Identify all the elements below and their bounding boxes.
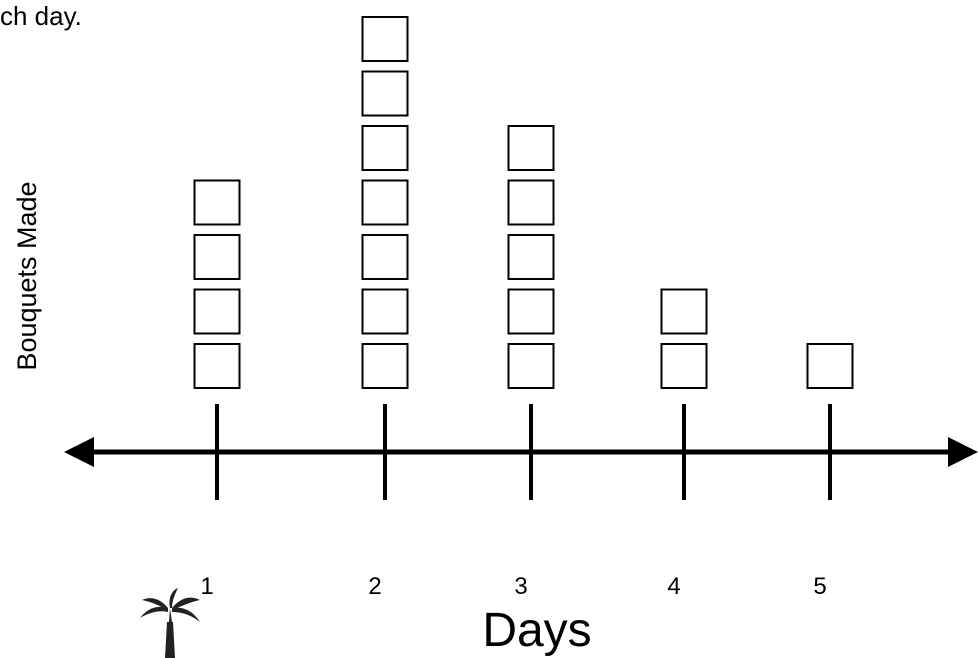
- tick-label: 2: [368, 573, 381, 600]
- data-mark-square: [507, 125, 555, 171]
- number-line: [64, 437, 978, 467]
- y-axis-label: Bouquets Made: [12, 181, 42, 370]
- data-mark-square: [507, 343, 555, 389]
- tick-label: 1: [200, 573, 213, 600]
- data-mark-square: [361, 343, 409, 389]
- data-mark-square: [660, 288, 708, 335]
- data-mark-square: [806, 343, 854, 389]
- data-mark-square: [193, 343, 241, 389]
- tick-label: 5: [813, 573, 826, 600]
- data-mark-square: [507, 234, 555, 280]
- data-mark-square: [507, 179, 555, 226]
- data-marks: [193, 16, 854, 389]
- data-mark-square: [660, 343, 708, 389]
- data-mark-square: [193, 234, 241, 280]
- data-mark-square: [361, 125, 409, 171]
- data-mark-square: [361, 70, 409, 117]
- data-mark-square: [361, 234, 409, 280]
- tick-label: 4: [667, 573, 680, 600]
- x-axis-label: Days: [482, 604, 591, 657]
- left-arrowhead: [64, 437, 94, 467]
- instruction-fragment: ch day.: [0, 1, 82, 31]
- tick-marks: [215, 404, 832, 500]
- tick-labels: 1 2 3 4 5: [200, 573, 826, 600]
- data-mark-square: [507, 288, 555, 335]
- tick-label: 3: [514, 573, 527, 600]
- palm-tree-icon: [140, 588, 200, 658]
- data-mark-square: [361, 288, 409, 335]
- data-mark-square: [193, 179, 241, 226]
- data-mark-square: [193, 288, 241, 335]
- data-mark-square: [361, 179, 409, 226]
- data-mark-square: [361, 16, 409, 62]
- right-arrowhead: [948, 437, 978, 467]
